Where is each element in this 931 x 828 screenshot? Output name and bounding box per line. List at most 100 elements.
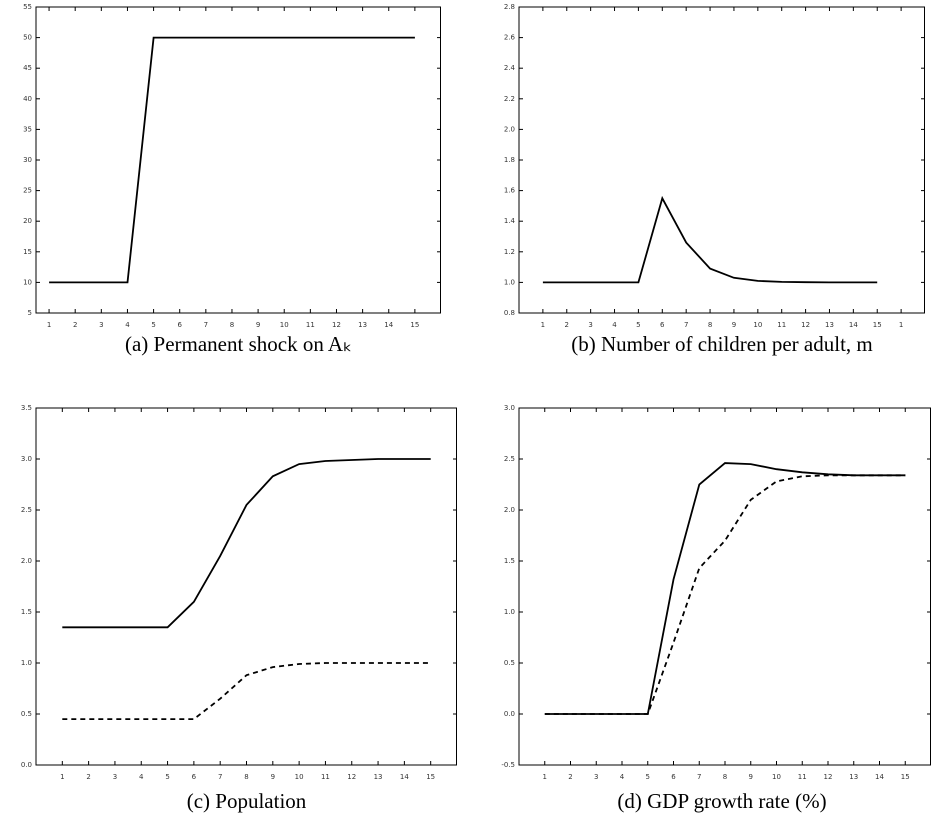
caption: (c) Population: [187, 789, 307, 813]
x-tick-label: 4: [612, 321, 617, 329]
x-tick-label: 3: [99, 321, 103, 329]
y-tick-label: 0.0: [504, 710, 515, 718]
y-tick-label: 2.0: [21, 557, 32, 565]
line-series: [542, 195, 878, 284]
x-tick-label: 13: [358, 321, 367, 329]
x-tick-label: 15: [410, 321, 419, 329]
y-tick-label: 3.0: [21, 455, 32, 463]
x-tick-label: 9: [271, 773, 275, 781]
x-tick-label: 1: [60, 773, 64, 781]
x-tick-label: 6: [192, 773, 197, 781]
x-tick-label: 4: [620, 773, 625, 781]
x-tick-label: 2: [565, 321, 569, 329]
line-series: [544, 474, 906, 715]
x-tick-label: 11: [321, 773, 330, 781]
plot-frame: [518, 6, 925, 314]
line-series: [49, 36, 415, 284]
y-tick-label: 2.4: [504, 64, 516, 72]
y-tick-label: 3.5: [21, 404, 32, 412]
x-tick-label: 11: [306, 321, 315, 329]
x-tick-label: 7: [204, 321, 208, 329]
x-tick-label: 11: [798, 773, 807, 781]
x-tick-label: 8: [244, 773, 248, 781]
x-tick-label: 1: [47, 321, 51, 329]
x-tick-label: 14: [849, 321, 858, 329]
x-tick-label: 6: [177, 321, 182, 329]
x-tick-label: 10: [753, 321, 762, 329]
y-tick-label: 55: [23, 3, 32, 11]
y-tick-label: 0.0: [21, 761, 32, 769]
x-tick-label: 12: [801, 321, 810, 329]
line-series: [544, 462, 906, 715]
plot-frame: [35, 407, 457, 766]
y-tick-label: 1.5: [504, 557, 515, 565]
y-tick-label: 2.8: [504, 3, 515, 11]
x-tick-label: 10: [772, 773, 781, 781]
x-tick-label: 10: [295, 773, 304, 781]
x-tick-label: 9: [749, 773, 753, 781]
x-tick-label: 8: [708, 321, 712, 329]
y-tick-label: -0.5: [501, 761, 515, 769]
y-tick-label: 1.4: [504, 217, 516, 225]
y-tick-label: 0.5: [504, 659, 515, 667]
x-tick-label: 4: [139, 773, 144, 781]
y-tick-label: 15: [23, 248, 32, 256]
x-tick-label: 12: [824, 773, 833, 781]
x-tick-label: 3: [588, 321, 592, 329]
caption: (d) GDP growth rate (%): [617, 789, 826, 813]
x-tick-label: 8: [723, 773, 727, 781]
y-tick-label: 1.0: [21, 659, 32, 667]
x-tick-label: 3: [113, 773, 117, 781]
y-tick-label: 3.0: [504, 404, 515, 412]
x-tick-label: 14: [875, 773, 884, 781]
x-tick-label: 9: [732, 321, 736, 329]
y-tick-label: 1.0: [504, 608, 515, 616]
y-tick-label: 1.6: [504, 187, 516, 195]
y-tick-label: 45: [23, 64, 32, 72]
x-tick-label: 1: [899, 321, 903, 329]
x-tick-label: 6: [671, 773, 676, 781]
line-series: [62, 662, 431, 720]
x-tick-label: 5: [636, 321, 640, 329]
y-tick-label: 1.8: [504, 156, 515, 164]
x-tick-label: 11: [777, 321, 786, 329]
x-tick-label: 6: [660, 321, 665, 329]
x-tick-label: 13: [825, 321, 834, 329]
x-tick-label: 2: [568, 773, 572, 781]
x-tick-label: 15: [901, 773, 910, 781]
x-tick-label: 15: [873, 321, 882, 329]
x-tick-label: 5: [646, 773, 650, 781]
x-tick-label: 4: [125, 321, 130, 329]
x-tick-label: 1: [543, 773, 547, 781]
y-tick-label: 1.5: [21, 608, 32, 616]
caption: (a) Permanent shock on Aₖ: [125, 332, 352, 356]
x-tick-label: 14: [400, 773, 409, 781]
y-tick-label: 2.2: [504, 95, 515, 103]
y-tick-label: 2.5: [21, 506, 32, 514]
plot-frame: [35, 6, 441, 314]
y-tick-label: 0.5: [21, 710, 32, 718]
y-tick-label: 1.2: [504, 248, 515, 256]
y-tick-label: 5: [28, 309, 32, 317]
x-tick-label: 7: [218, 773, 222, 781]
x-tick-label: 8: [230, 321, 234, 329]
y-tick-label: 35: [23, 125, 32, 133]
x-tick-label: 7: [697, 773, 701, 781]
x-tick-label: 3: [594, 773, 598, 781]
y-tick-label: 25: [23, 187, 32, 195]
plot-frame: [518, 407, 931, 766]
y-tick-label: 2.5: [504, 455, 515, 463]
x-tick-label: 5: [151, 321, 155, 329]
y-tick-label: 40: [23, 95, 32, 103]
x-tick-label: 12: [332, 321, 341, 329]
x-tick-label: 13: [374, 773, 383, 781]
x-tick-label: 14: [384, 321, 393, 329]
y-tick-label: 10: [23, 278, 32, 286]
y-tick-label: 1.0: [504, 278, 515, 286]
x-tick-label: 9: [256, 321, 260, 329]
x-tick-label: 2: [73, 321, 77, 329]
x-tick-label: 1: [541, 321, 545, 329]
y-tick-label: 2.0: [504, 506, 515, 514]
x-tick-label: 13: [849, 773, 858, 781]
